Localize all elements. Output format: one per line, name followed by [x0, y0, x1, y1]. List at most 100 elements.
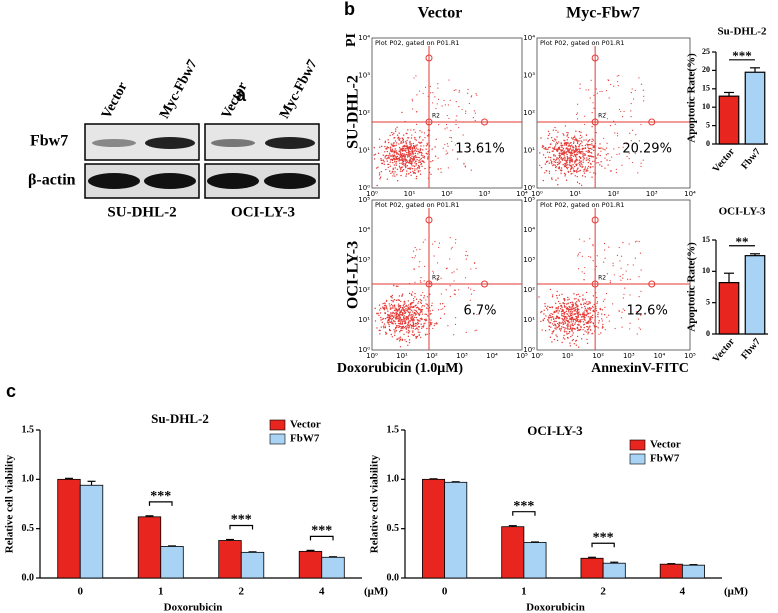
significance: *** [150, 489, 171, 504]
flow-dot [377, 166, 379, 168]
flow-dot [402, 168, 405, 171]
flow-dot [566, 303, 568, 305]
flow-dot [384, 157, 386, 159]
x-tick-label: 10⁴ [486, 352, 498, 360]
flow-dot [569, 162, 571, 164]
flow-dot [454, 242, 457, 244]
flow-dot [589, 309, 591, 311]
flow-dot [405, 304, 408, 307]
flow-dot [392, 161, 394, 164]
flow-dot [418, 266, 420, 268]
flow-dot [622, 297, 624, 299]
flow-dot [574, 162, 576, 164]
flow-dot [628, 158, 630, 160]
flow-dot [391, 307, 394, 309]
flow-dot [423, 145, 425, 147]
flow-dot [403, 326, 406, 329]
flow-dot [582, 312, 584, 314]
flow-dot [396, 338, 398, 340]
flow-dot [409, 311, 411, 313]
flow-dot [388, 152, 391, 155]
flow-dot [381, 321, 384, 324]
flow-dot [389, 317, 392, 320]
flow-dot [591, 316, 594, 319]
flow-dot [560, 144, 562, 146]
flow-dot [557, 131, 559, 133]
flow-dot [585, 150, 587, 153]
flow-dot [573, 151, 575, 153]
flow-dot [412, 322, 414, 324]
flow-dot [403, 303, 405, 306]
flow-dot [616, 135, 619, 137]
y-axis-label: Relative cell viability [4, 454, 16, 553]
flow-dot [416, 111, 418, 113]
legend-label: Vector [650, 439, 681, 451]
flow-dot [558, 156, 561, 159]
flow-dot [397, 305, 400, 307]
flow-dot [585, 170, 587, 173]
flow-dot [387, 141, 390, 144]
flow-dot [562, 133, 564, 135]
flow-dot [560, 172, 562, 175]
flow-dot [539, 164, 541, 167]
flow-dot [576, 309, 579, 311]
flow-dot [558, 159, 561, 161]
flow-dot [614, 132, 616, 134]
row-label: β-actin [28, 172, 76, 189]
flow-dot [420, 323, 422, 325]
flow-dot [568, 298, 570, 300]
flow-dot [393, 319, 395, 322]
flow-dot [578, 182, 581, 185]
flow-dot [554, 302, 557, 305]
flow-dot [414, 169, 416, 172]
flow-dot [584, 266, 586, 269]
flow-dot [583, 312, 585, 314]
flow-dot [638, 240, 640, 243]
flow-dot [388, 325, 391, 328]
flow-dot [402, 139, 404, 142]
flow-dot [398, 314, 400, 317]
flow-dot [569, 170, 572, 172]
flow-dot [571, 317, 573, 320]
flow-dot [576, 181, 579, 183]
flow-dot [618, 310, 620, 312]
flow-dot [440, 317, 442, 320]
flow-dot [548, 156, 550, 158]
flow-dot [558, 154, 560, 157]
flow-dot [419, 298, 421, 301]
flow-dot [571, 154, 573, 156]
flow-dot [417, 321, 419, 324]
flow-dot [384, 141, 386, 144]
flow-dot [600, 150, 602, 152]
flow-dot [604, 149, 606, 151]
flow-dot [407, 344, 409, 347]
flow-dot [640, 162, 642, 164]
flow-dot [422, 154, 424, 157]
flow-dot [592, 323, 595, 325]
flow-dot [396, 155, 399, 158]
flow-dot [540, 166, 543, 169]
flow-dot [412, 142, 415, 145]
flow-dot [588, 147, 591, 150]
flow-dot [589, 171, 591, 173]
y-tick-label: 10⁵ [358, 196, 370, 204]
flow-dot [581, 271, 583, 273]
y-tick-label: 10 [702, 266, 710, 275]
flow-dot [563, 303, 566, 305]
flow-dot [409, 171, 412, 174]
flow-dot [581, 313, 584, 316]
flow-dot [565, 327, 567, 329]
flow-dot [554, 145, 557, 147]
flow-dot [604, 298, 606, 300]
flow-dot [569, 318, 571, 321]
percentage: 13.61% [455, 142, 505, 157]
flow-dot [563, 157, 565, 159]
flow-dot [621, 326, 623, 328]
flow-dot [553, 324, 555, 327]
flow-dot [584, 153, 586, 155]
flow-dot [450, 137, 452, 139]
flow-dot [399, 317, 401, 319]
flow-dot [397, 285, 399, 288]
flow-dot [566, 135, 568, 137]
flow-dot [565, 319, 567, 321]
